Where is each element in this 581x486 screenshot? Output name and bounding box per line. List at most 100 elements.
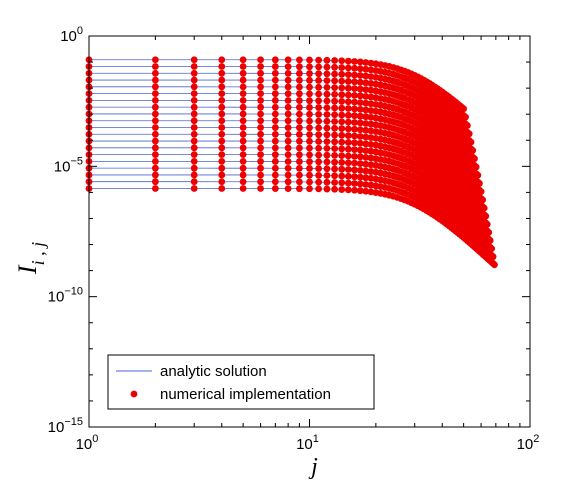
numerical-point [351,186,358,194]
numerical-point [323,151,331,159]
numerical-point [315,165,323,172]
numerical-point [284,178,292,186]
numerical-point [218,90,226,98]
numerical-point [362,86,370,93]
numerical-point [323,172,331,179]
numerical-point [315,70,323,78]
numerical-point [271,69,279,77]
numerical-point [351,64,358,72]
numerical-point [362,167,370,175]
numerical-point [362,181,370,188]
numerical-point [257,151,264,159]
numerical-point [344,125,352,133]
numerical-point [271,178,279,186]
numerical-point [271,117,279,125]
numerical-point [190,151,198,159]
numerical-point [344,139,352,146]
numerical-point [351,91,358,99]
numerical-point [271,185,279,192]
numerical-point [190,56,198,64]
numerical-point [362,160,370,168]
numerical-point [331,145,339,153]
numerical-point [296,76,303,84]
numerical-point [323,63,331,71]
numerical-point [257,63,264,70]
numerical-point [284,103,292,111]
numerical-point [338,159,346,166]
numerical-point [351,159,358,167]
numerical-point [296,70,303,77]
numerical-point [306,110,313,118]
numerical-point [344,71,352,79]
numerical-point [356,139,364,147]
numerical-point [284,171,292,179]
numerical-point [331,165,339,173]
y-axis: 100 10−5 10−10 10−15 [48,25,530,436]
numerical-point [351,139,358,147]
numerical-point [190,171,198,179]
x-tick-label: 100 [76,433,99,453]
numerical-point [338,152,346,160]
numerical-point [190,164,198,172]
numerical-point [306,158,313,166]
numerical-point [257,110,264,118]
numerical-point [151,76,159,84]
numerical-point [351,98,358,106]
numerical-point [190,83,198,91]
numerical-point [315,77,323,84]
numerical-point [271,137,279,145]
numerical-point [151,178,159,186]
numerical-point [239,117,247,125]
numerical-point [362,126,370,134]
numerical-point [296,83,303,91]
numerical-point [356,78,364,86]
numerical-point [239,124,247,131]
numerical-point [315,63,323,71]
numerical-point [239,178,247,186]
numerical-point [306,137,313,145]
numerical-point [331,151,339,159]
numerical-point [284,110,292,118]
numerical-point [356,99,364,107]
numerical-point [344,98,352,106]
numerical-point [257,164,264,172]
numerical-point [323,178,331,186]
numerical-point [271,103,279,111]
numerical-point [344,166,352,173]
numerical-point [284,83,292,91]
numerical-point [257,171,264,179]
numerical-point [362,79,370,87]
numerical-point [331,63,339,71]
numerical-point [344,57,352,65]
numerical-point [331,118,339,125]
numerical-point [356,119,364,127]
numerical-point [218,76,226,84]
numerical-point [271,124,279,131]
numerical-point [356,72,364,79]
numerical-point [344,78,352,85]
numerical-point [344,105,352,112]
numerical-point [356,146,364,154]
numerical-point [315,138,323,145]
numerical-point [284,144,292,152]
numerical-point [190,103,198,111]
numerical-point [190,117,198,125]
numerical-point [271,110,279,118]
numerical-point [257,124,264,131]
numerical-point [271,130,279,138]
numerical-point [151,103,159,111]
numerical-point [323,117,331,125]
numerical-point [306,97,313,105]
numerical-point [151,83,159,91]
numerical-point [338,179,346,187]
numerical-point [151,137,159,145]
numerical-point [338,104,346,112]
y-axis-label-subscript: i , j [28,242,48,266]
numerical-point [296,158,303,165]
numerical-point [362,140,370,148]
x-tick-label: 101 [296,433,319,453]
numerical-point [331,77,339,85]
numerical-point [338,125,346,132]
numerical-point [257,56,264,64]
numerical-point [338,64,346,71]
